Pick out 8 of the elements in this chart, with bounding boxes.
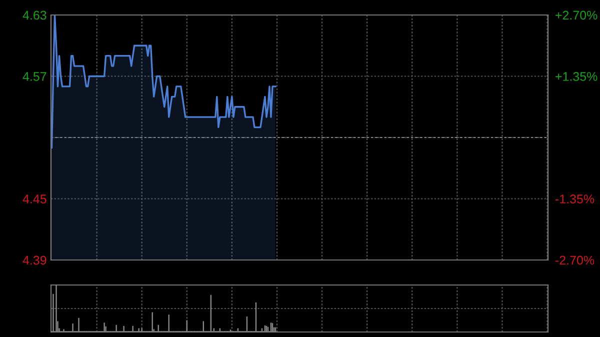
y2-tick-label: +2.70%	[556, 10, 598, 20]
y2-tick-label: -1.35%	[556, 194, 594, 204]
y-tick-label: 4.63	[22, 10, 46, 20]
y2-tick-label: +1.35%	[556, 72, 598, 81]
y2-tick-label: -2.70%	[556, 256, 594, 265]
y-tick-label: 4.45	[22, 194, 46, 204]
y-tick-label: 4.57	[22, 72, 46, 81]
y-tick-label: 4.39	[22, 256, 46, 265]
